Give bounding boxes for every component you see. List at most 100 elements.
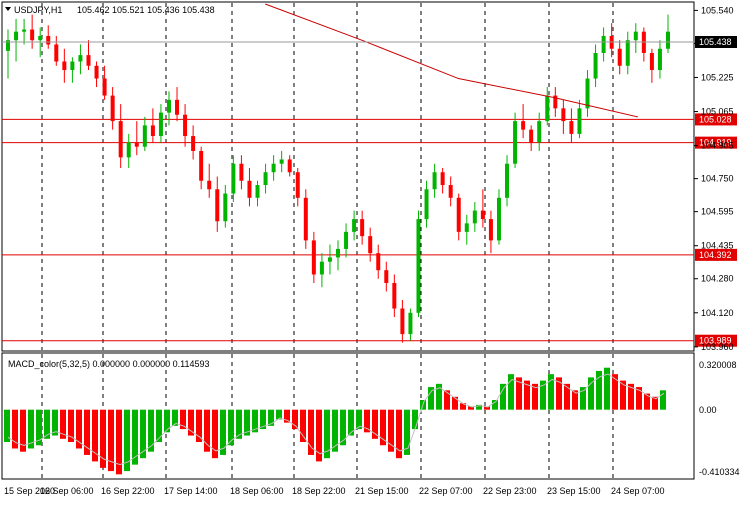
time-label: 24 Sep 07:00 <box>611 486 665 496</box>
price-tick-label: 104.120 <box>701 308 734 318</box>
macd-bar <box>612 374 618 410</box>
level-tag <box>695 136 737 149</box>
level-tag <box>695 113 737 126</box>
macd-bar <box>92 409 98 462</box>
macd-bar <box>356 409 362 430</box>
candle-body <box>199 150 204 181</box>
macd-bar <box>52 409 58 436</box>
macd-bar <box>564 383 570 410</box>
macd-bar <box>460 403 466 410</box>
candle-body <box>263 172 268 186</box>
macd-signal-line <box>7 373 665 466</box>
candle-body <box>319 261 324 275</box>
macd-bar <box>308 409 314 455</box>
header: USDJPY,H1 105.462 105.521 105.436 105.43… <box>5 5 215 15</box>
macd-bar <box>156 409 162 443</box>
macd-bar <box>428 387 434 410</box>
candle-body <box>94 65 99 79</box>
macd-bar <box>164 409 170 433</box>
candle-body <box>271 163 276 173</box>
macd-bar <box>484 406 490 410</box>
level-tag-text: 105.028 <box>699 114 732 124</box>
macd-bar <box>340 409 346 446</box>
candle-body <box>633 31 638 41</box>
macd-bar <box>396 409 402 459</box>
candle-body <box>360 219 365 237</box>
level-tag <box>695 334 737 347</box>
candle-body <box>432 172 437 190</box>
macd-bar <box>68 409 74 443</box>
candle-body <box>303 197 308 241</box>
candle-body <box>496 197 501 241</box>
candle-body <box>553 95 558 109</box>
horizontal-levels[interactable]: 105.028 104.919 104.392 103.989 <box>2 113 737 347</box>
candle-body <box>657 48 662 71</box>
candle-body <box>30 29 35 41</box>
macd-bar <box>316 409 322 462</box>
candle-body <box>78 55 83 62</box>
candle-body <box>70 61 75 71</box>
candle-body <box>86 55 91 66</box>
time-label: 22 Sep 23:00 <box>483 486 537 496</box>
candle-body <box>505 163 510 198</box>
candle-body <box>585 78 590 109</box>
time-label: 16 Sep 22:00 <box>101 486 155 496</box>
macd-bar <box>508 374 514 410</box>
level-tag-text: 104.919 <box>699 138 732 148</box>
macd-bar <box>100 409 106 468</box>
macd-histogram <box>4 367 666 475</box>
candle-body <box>384 270 389 283</box>
macd-bar <box>220 409 226 455</box>
time-label: 18 Sep 06:00 <box>230 486 284 496</box>
macd-bar <box>4 409 10 443</box>
candle-body <box>142 125 147 147</box>
macd-bar <box>76 409 82 449</box>
price-tick-label: 104.435 <box>701 241 734 251</box>
candle-body <box>150 125 155 137</box>
macd-bar <box>260 409 266 430</box>
candle-body <box>46 35 51 45</box>
macd-bar <box>116 409 122 475</box>
macd-bar <box>148 409 154 452</box>
time-label: 21 Sep 15:00 <box>355 486 409 496</box>
macd-bar <box>284 409 290 423</box>
candle-body <box>617 48 622 66</box>
candle-body <box>537 121 542 143</box>
candle-body <box>376 253 381 271</box>
current-price-text: 105.438 <box>699 37 732 47</box>
macd-bar <box>140 409 146 459</box>
candle-body <box>14 31 19 41</box>
candle-body <box>279 159 284 164</box>
candle-body <box>54 44 59 62</box>
macd-bar <box>468 406 474 410</box>
candlesticks <box>6 14 670 343</box>
candle-body <box>352 219 357 232</box>
macd-bar <box>532 383 538 410</box>
candle-body <box>110 95 115 122</box>
macd-bar <box>604 367 610 410</box>
candle-body <box>601 35 606 53</box>
candle-body <box>416 219 421 313</box>
candle-body <box>480 210 485 220</box>
moving-average-line <box>265 3 638 118</box>
macd-axis: 0.320008 0.00 -0.410334 <box>699 360 740 477</box>
macd-bar <box>628 383 634 410</box>
candle-body <box>287 159 292 173</box>
candle-body <box>569 121 574 134</box>
candle-body <box>529 129 534 143</box>
candle-body <box>593 52 598 79</box>
macd-bar <box>196 409 202 443</box>
price-tick-label: 105.225 <box>701 72 734 82</box>
macd-bar <box>660 390 666 410</box>
candle-body <box>327 257 332 262</box>
macd-bar <box>580 387 586 410</box>
dropdown-arrow-icon[interactable] <box>5 7 11 11</box>
candle-body <box>311 240 316 275</box>
time-label: 16 Sep 06:00 <box>40 486 94 496</box>
price-tick-label: 105.065 <box>701 107 734 117</box>
price-tick-label: 103.960 <box>701 342 734 352</box>
candle-body <box>448 185 453 198</box>
candle-body <box>336 248 340 258</box>
